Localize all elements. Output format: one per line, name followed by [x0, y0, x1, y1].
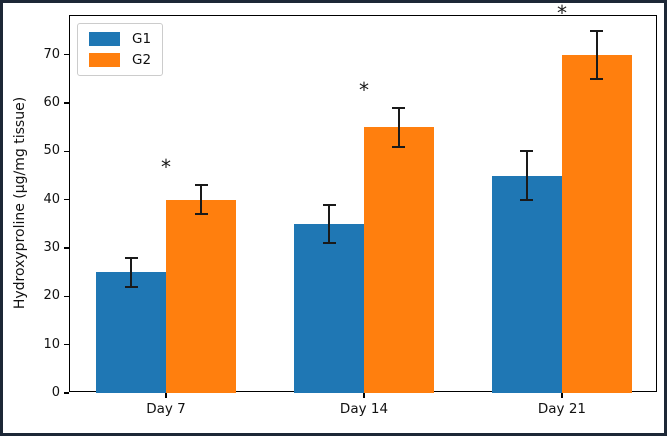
bar-g1-day-7 — [96, 272, 167, 393]
error-bar-line — [397, 107, 400, 147]
bar-g2-day-14 — [364, 127, 434, 393]
error-bar-line — [595, 30, 598, 79]
error-bar-line — [328, 204, 330, 244]
error-bar-cap — [392, 145, 406, 148]
legend-swatch-icon — [89, 32, 120, 46]
y-tick-label: 20 — [43, 288, 60, 304]
error-bar-cap — [590, 77, 604, 80]
y-tick-mark — [64, 295, 69, 298]
y-tick-label: 70 — [43, 46, 60, 62]
y-tick-mark — [64, 247, 69, 249]
error-bar-cap — [392, 106, 406, 109]
error-bar-cap — [590, 29, 604, 32]
y-tick-mark — [64, 53, 69, 56]
y-tick-mark — [64, 102, 69, 104]
y-tick-mark — [64, 198, 69, 201]
x-tick-label: Day 7 — [146, 401, 186, 417]
error-bar-cap — [124, 256, 138, 259]
error-bar-line — [525, 151, 528, 200]
bar-g2-day-7 — [166, 199, 236, 393]
y-tick-label: 40 — [43, 191, 60, 207]
legend-item-g1: G1 — [89, 32, 151, 46]
plot-area: G1 G2 0 10 20 30 40 50 60 70 Day 7 Day 14 Day 21 * * * — [43, 3, 657, 417]
error-bar-line — [200, 185, 202, 215]
legend-label: G1 — [132, 31, 152, 47]
error-bar-cap — [124, 285, 138, 288]
x-tick-mark — [561, 393, 563, 398]
significance-marker: * — [359, 77, 369, 102]
error-bar-cap — [520, 150, 534, 153]
y-tick-label: 10 — [43, 336, 60, 352]
bar-g1-day-21 — [492, 175, 562, 393]
error-bar-cap — [520, 198, 534, 201]
x-tick-label: Day 21 — [537, 401, 587, 417]
significance-marker: * — [556, 0, 567, 25]
y-tick-label: 0 — [51, 385, 60, 400]
y-tick-label: 50 — [43, 143, 60, 159]
bar-g1-day-14 — [294, 223, 364, 393]
legend-swatch-icon — [89, 53, 120, 67]
y-tick-label: 30 — [43, 240, 60, 255]
error-bar-cap — [194, 184, 208, 187]
significance-marker: * — [161, 155, 172, 180]
legend: G1 G2 — [77, 23, 164, 76]
error-bar-cap — [194, 213, 208, 216]
y-tick-mark — [64, 392, 69, 394]
x-tick-label: Day 14 — [339, 401, 389, 417]
error-bar-line — [130, 257, 133, 287]
legend-label: G2 — [132, 52, 152, 68]
y-tick-mark — [64, 343, 69, 346]
legend-item-g2: G2 — [89, 53, 151, 67]
y-tick-label: 60 — [43, 95, 60, 110]
bar-g2-day-21 — [561, 54, 632, 393]
x-tick-mark — [165, 393, 167, 398]
x-tick-mark — [363, 393, 365, 398]
y-tick-mark — [64, 150, 69, 153]
error-bar-cap — [322, 242, 336, 245]
error-bar-cap — [322, 203, 336, 206]
